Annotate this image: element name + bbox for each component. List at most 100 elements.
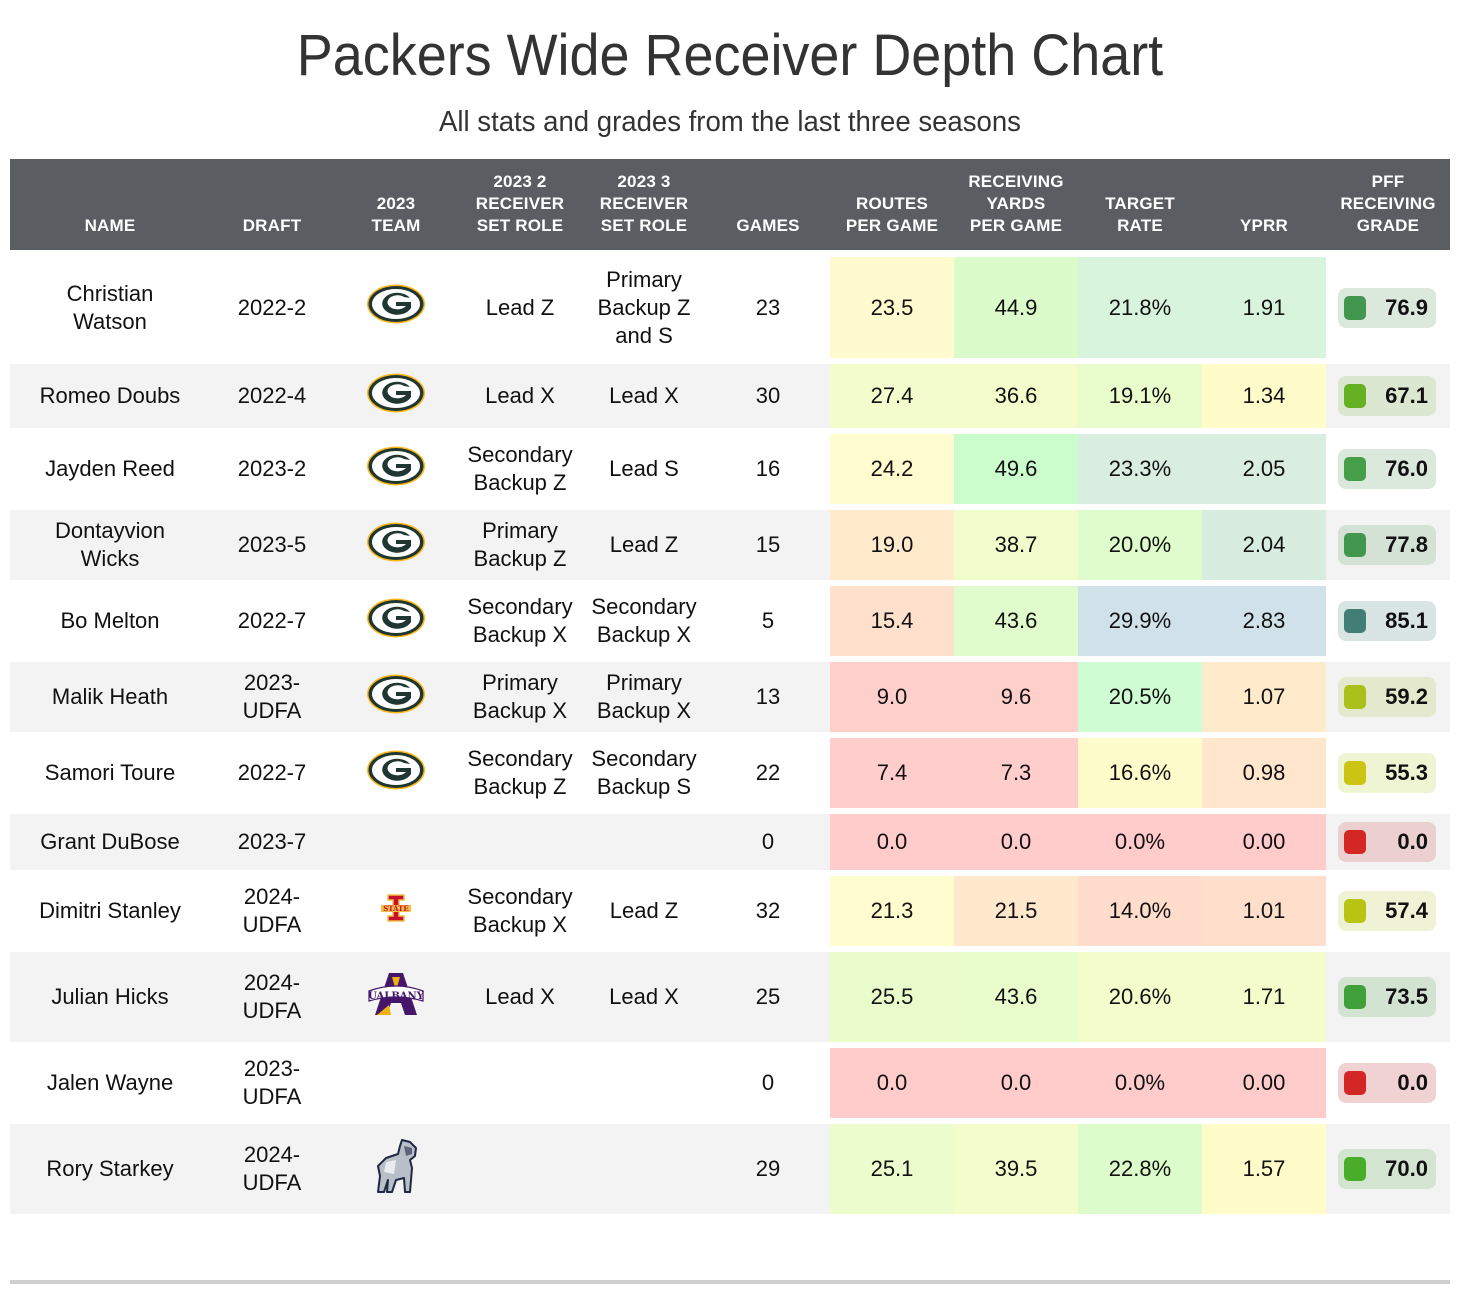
column-header-draft[interactable]: DRAFT — [210, 159, 334, 250]
text-line: Primary — [482, 670, 558, 695]
text-line: Christian — [66, 280, 154, 306]
table-row[interactable]: Julian Hicks 2024- UDFA UALBANY Lead X Lead X… — [10, 946, 1450, 1042]
text-line: GRADE — [1356, 216, 1420, 235]
value: 21.5 — [994, 898, 1038, 923]
cell-role-2wr: Secondary Backup Z — [458, 732, 582, 808]
cell-role-2wr: Primary Backup Z — [458, 504, 582, 580]
cell-target-rate: 23.3% — [1078, 428, 1202, 504]
cell-routes-per-game: 27.4 — [830, 358, 954, 428]
cell-draft: 2024- UDFA — [210, 946, 334, 1042]
table-row[interactable]: Malik Heath 2023- UDFA Primary Backup X Prima… — [10, 656, 1450, 732]
value: 43.6 — [994, 608, 1038, 633]
cell-yprr: 1.57 — [1202, 1118, 1326, 1214]
table-row[interactable]: Romeo Doubs 2022-4 Lead X Lead X 30 27.4 36.6 1… — [10, 358, 1450, 428]
table-row[interactable]: Jayden Reed 2023-2 Secondary Backup Z Lead S… — [10, 428, 1450, 504]
grade-badge: 85.1 — [1338, 601, 1436, 641]
text-line: RECEIVING — [968, 172, 1064, 191]
value: 1.71 — [1242, 984, 1286, 1009]
cell-routes-per-game: 0.0 — [830, 1042, 954, 1118]
cell-yards-per-game: 49.6 — [954, 428, 1078, 504]
column-header-target-rate[interactable]: TARGET RATE — [1078, 159, 1202, 250]
cell-role-3wr: Secondary Backup X — [582, 580, 706, 656]
text-line: Secondary — [467, 746, 573, 771]
cell-games: 23 — [706, 250, 830, 358]
value: 20.0% — [1108, 532, 1172, 557]
table-row[interactable]: Dimitri Stanley 2024- UDFA STATE Secondary Ba… — [10, 870, 1450, 946]
grade-badge: 77.8 — [1338, 525, 1436, 565]
cell-target-rate: 19.1% — [1078, 358, 1202, 428]
packers-logo-icon — [366, 598, 426, 645]
cell-team — [334, 732, 458, 808]
column-header-games[interactable]: GAMES — [706, 159, 830, 250]
text-line: Dimitri Stanley — [39, 898, 181, 923]
text-line: 2023-2 — [237, 456, 307, 481]
cell-name: Jayden Reed — [10, 428, 210, 504]
text-line: Backup Z — [473, 546, 567, 571]
column-header-yprr[interactable]: YPRR — [1202, 159, 1326, 250]
text-line: Primary — [606, 266, 682, 292]
column-header-team[interactable]: 2023 TEAM — [334, 159, 458, 250]
cell-role-3wr: Primary Backup X — [582, 656, 706, 732]
grade-badge: 67.1 — [1338, 376, 1436, 416]
depth-chart-table: NAME DRAFT 2023 TEAM 2023 2 RECEIVER SET ROLE 2… — [10, 159, 1450, 1214]
table-row[interactable]: Christian Watson 2022-2 Lead Z Primary Backup… — [10, 250, 1450, 358]
table-row[interactable]: Rory Starkey 2024- UDFA 29 25.1 39.5 22.8% 1.57… — [10, 1118, 1450, 1214]
column-header-pff-grade[interactable]: PFF RECEIVING GRADE — [1326, 159, 1450, 250]
value: 24.2 — [870, 456, 914, 481]
cell-target-rate: 0.0% — [1078, 808, 1202, 870]
value: 25.1 — [870, 1156, 914, 1181]
grade-color-swatch — [1344, 609, 1366, 633]
grade-value: 59.2 — [1385, 684, 1428, 709]
cell-yards-per-game: 38.7 — [954, 504, 1078, 580]
grade-badge: 59.2 — [1338, 677, 1436, 717]
column-header-routes-per-game[interactable]: ROUTES PER GAME — [830, 159, 954, 250]
text-line: Secondary — [467, 442, 573, 467]
cell-yards-per-game: 44.9 — [954, 250, 1078, 358]
text-line: Lead X — [609, 984, 679, 1009]
header-row: NAME DRAFT 2023 TEAM 2023 2 RECEIVER SET ROLE 2… — [10, 159, 1450, 250]
table-row[interactable]: Dontayvion Wicks 2023-5 Primary Backup Z Lead… — [10, 504, 1450, 580]
column-header-role-2wr[interactable]: 2023 2 RECEIVER SET ROLE — [458, 159, 582, 250]
cell-games: 32 — [706, 870, 830, 946]
packers-logo-icon — [366, 446, 426, 493]
cell-games: 0 — [706, 1042, 830, 1118]
grade-color-swatch — [1344, 457, 1366, 481]
text-line: Backup X — [472, 698, 568, 723]
grade-badge: 55.3 — [1338, 753, 1436, 793]
column-header-name[interactable]: NAME — [10, 159, 210, 250]
table-row[interactable]: Jalen Wayne 2023- UDFA 0 0.0 0.0 0.0% 0.00 0.0 — [10, 1042, 1450, 1118]
cell-routes-per-game: 21.3 — [830, 870, 954, 946]
cell-games: 15 — [706, 504, 830, 580]
cell-games: 30 — [706, 358, 830, 428]
grade-value: 85.1 — [1385, 608, 1428, 633]
text-line: 2022-7 — [237, 608, 307, 633]
value: 38.7 — [994, 532, 1038, 557]
cell-role-2wr: Lead Z — [458, 250, 582, 358]
value: 25 — [755, 984, 781, 1009]
cell-role-3wr: Lead S — [582, 428, 706, 504]
cell-routes-per-game: 25.1 — [830, 1118, 954, 1214]
cell-role-2wr — [458, 808, 582, 870]
bottom-rule — [10, 1280, 1450, 1284]
cell-name: Grant DuBose — [10, 808, 210, 870]
value: 2.04 — [1242, 532, 1286, 557]
cell-team — [334, 808, 458, 870]
table-row[interactable]: Bo Melton 2022-7 Secondary Backup X Secondar… — [10, 580, 1450, 656]
text-line: 2022-4 — [237, 383, 307, 408]
column-header-yards-per-game[interactable]: RECEIVING YARDS PER GAME — [954, 159, 1078, 250]
cell-yprr: 0.00 — [1202, 1042, 1326, 1118]
cell-name: Christian Watson — [10, 250, 210, 358]
table-row[interactable]: Grant DuBose 2023-7 0 0.0 0.0 0.0% 0.00 0.0 — [10, 808, 1450, 870]
cell-team: STATE — [334, 870, 458, 946]
cell-team — [334, 504, 458, 580]
value: 0 — [761, 829, 775, 854]
value: 1.07 — [1242, 684, 1286, 709]
column-header-role-3wr[interactable]: 2023 3 RECEIVER SET ROLE — [582, 159, 706, 250]
grade-badge: 0.0 — [1338, 1063, 1436, 1103]
grade-badge: 0.0 — [1338, 822, 1436, 862]
table-row[interactable]: Samori Toure 2022-7 Secondary Backup Z Secon… — [10, 732, 1450, 808]
cell-games: 29 — [706, 1118, 830, 1214]
text-line: PFF — [1371, 172, 1405, 191]
cell-target-rate: 20.6% — [1078, 946, 1202, 1042]
